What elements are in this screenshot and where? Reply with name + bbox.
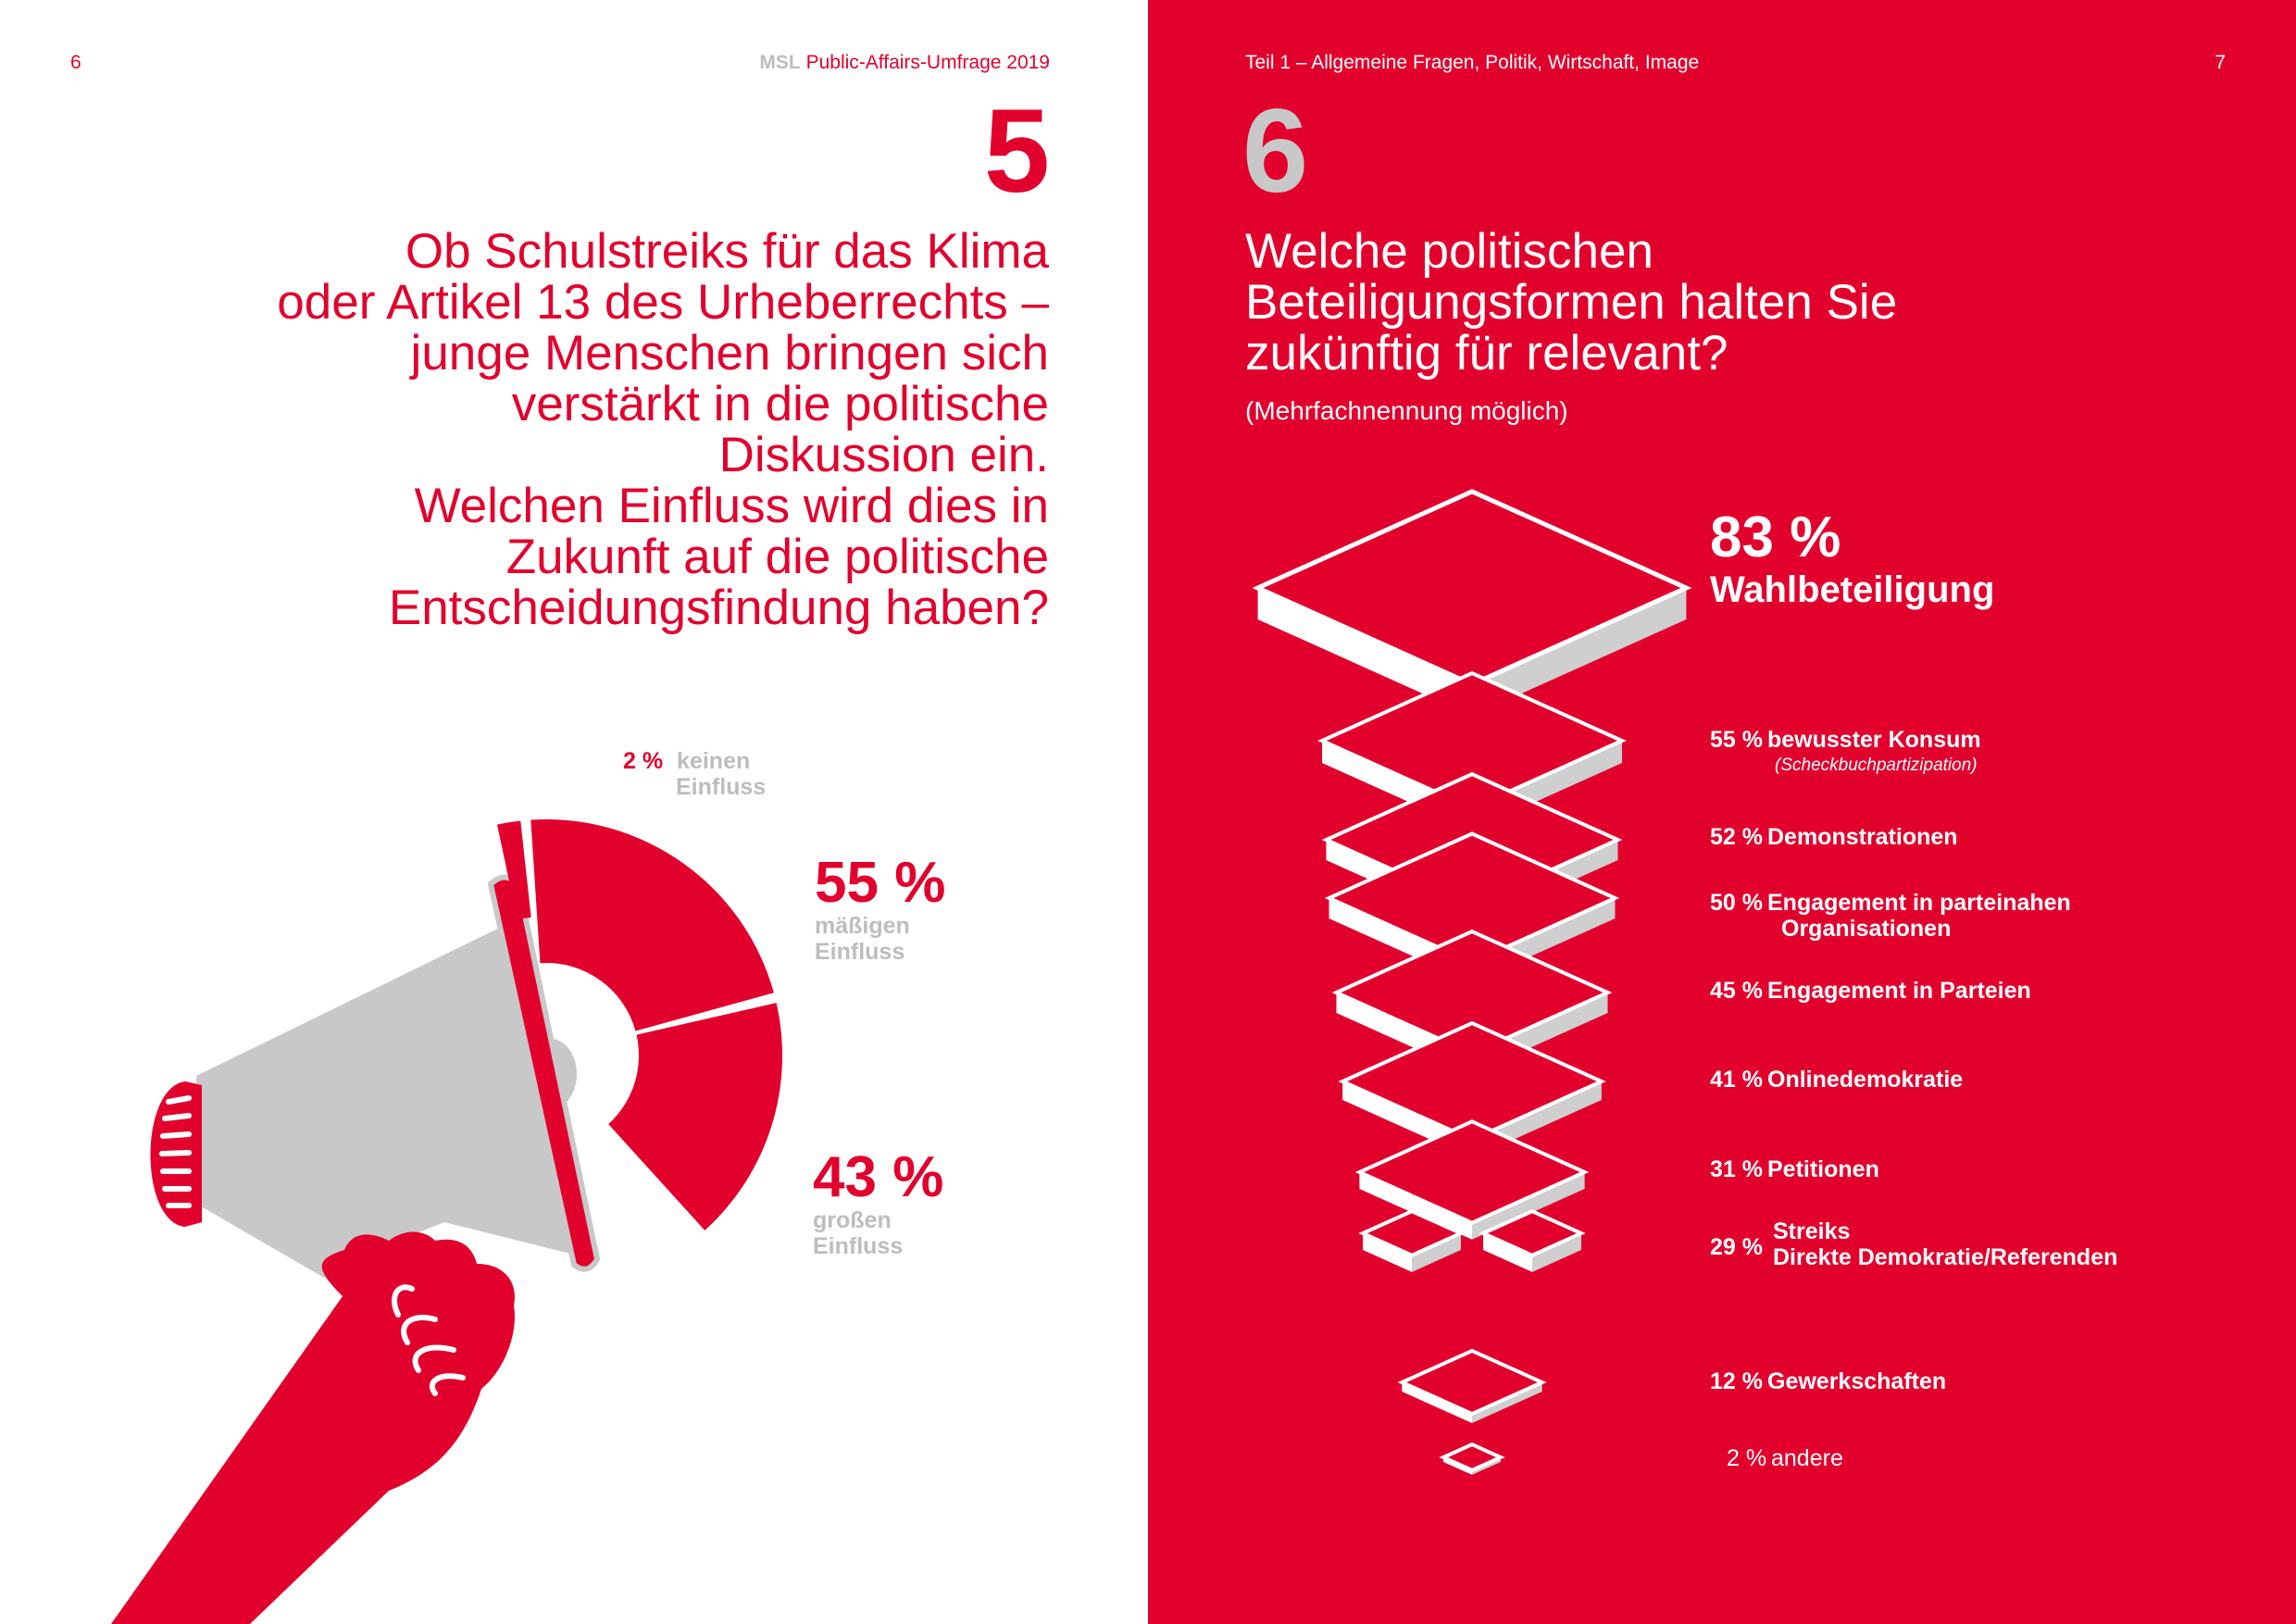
pct-parteinah: 50 % xyxy=(1710,890,1763,916)
stair-label-1: 55 % bewusster Konsum (Scheckbuchpartizip… xyxy=(1710,727,1981,779)
pct-konsum: 55 % xyxy=(1710,727,1763,753)
tile-6-left-face xyxy=(1359,1172,1472,1240)
txt-grossen-1: großen xyxy=(813,1207,892,1233)
stair-label-2: 52 % Demonstrationen xyxy=(1710,824,1958,850)
running-header-right: Teil 1 – Allgemeine Fragen, Politik, Wir… xyxy=(1245,52,1700,73)
pct-andere: 2 % xyxy=(1727,1445,1767,1471)
stair-label-0: 83 % Wahlbeteiligung xyxy=(1710,507,1994,611)
label-maessigen-einfluss: 55 % mäßigen Einfluss xyxy=(815,851,946,966)
question-text-right: Welche politischen Beteiligungsformen ha… xyxy=(1245,226,2171,379)
cat-gewerkschaften: Gewerkschaften xyxy=(1767,1368,1947,1394)
cat-parteinah-1: Engagement in parteinahen xyxy=(1767,890,2071,916)
cat-wahlbeteiligung: Wahlbeteiligung xyxy=(1710,569,1995,610)
tile-9-top-face xyxy=(1439,1442,1505,1473)
tile-7-1-right-face xyxy=(1532,1233,1581,1272)
question-line: Welche politischen xyxy=(1245,224,1653,279)
pct-streiks: 29 % xyxy=(1710,1234,1763,1261)
tile-6-right-face xyxy=(1472,1172,1585,1240)
cat-streiks-2: Direkte Demokratie/Referenden xyxy=(1773,1244,2118,1270)
question-line: verstärkt in die politische xyxy=(511,377,1049,431)
pct-online: 41 % xyxy=(1710,1067,1763,1093)
stair-label-4: 45 % Engagement in Parteien xyxy=(1710,978,2031,1004)
running-header-left: MSL Public-Affairs-Umfrage 2019 xyxy=(759,52,1050,74)
question-number-right: 6 xyxy=(1242,85,1309,218)
label-keinen-einfluss: 2 % keinen Einfluss xyxy=(623,748,766,800)
tile-0-right-face xyxy=(1472,588,1687,717)
megaphone-illustration xyxy=(111,819,782,1624)
pct-keinen: 2 % xyxy=(623,748,664,774)
slice-maessigen xyxy=(530,819,774,1031)
pct-grossen: 43 % xyxy=(813,1145,944,1209)
tile-6-top-face xyxy=(1354,1119,1590,1225)
multiple-answers-note: (Mehrfachnennung möglich) xyxy=(1245,396,1568,425)
cat-parteien: Engagement in Parteien xyxy=(1767,978,2031,1004)
header-title: Public-Affairs-Umfrage 2019 xyxy=(805,52,1050,73)
stair-label-7: 29 % Streiks Direkte Demokratie/Referenden xyxy=(1710,1218,2117,1270)
pct-maessigen: 55 % xyxy=(815,851,946,915)
question-line: Entscheidungsfindung haben? xyxy=(388,581,1049,635)
pct-petitionen: 31 % xyxy=(1710,1156,1763,1182)
header-brand: MSL xyxy=(759,52,801,73)
question-line: Ob Schulstreiks für das Klima xyxy=(405,224,1049,279)
tile-7-0-top-face xyxy=(1358,1208,1466,1258)
page-number-right: 7 xyxy=(2215,52,2226,73)
label-grossen-einfluss: 43 % großen Einfluss xyxy=(813,1145,944,1260)
cat-online: Onlinedemokratie xyxy=(1767,1067,1964,1093)
stair-label-3: 50 % Engagement in parteinahen Organisati… xyxy=(1710,890,2071,942)
tile-7-1-left-face xyxy=(1483,1233,1532,1272)
tile-0-left-face xyxy=(1257,588,1472,717)
cat-parteinah-2: Organisationen xyxy=(1781,916,1952,942)
pct-parteien: 45 % xyxy=(1710,978,1763,1004)
tile-8-left-face xyxy=(1402,1382,1472,1424)
tile-0-top-face xyxy=(1252,489,1692,687)
cat-petitionen: Petitionen xyxy=(1767,1156,1879,1182)
pct-gewerkschaften: 12 % xyxy=(1710,1368,1763,1394)
stair-label-9: 2 % andere xyxy=(1727,1445,1843,1471)
left-page: 6 MSL Public-Affairs-Umfrage 2019 5 Ob S… xyxy=(70,52,1050,1624)
question-line: Welchen Einfluss wird dies in xyxy=(414,479,1049,533)
question-line: oder Artikel 13 des Urheberrechts – xyxy=(277,275,1049,330)
tile-7-1-top-face xyxy=(1479,1208,1586,1258)
slice-grossen xyxy=(608,1003,782,1230)
question-line: junge Menschen bringen sich xyxy=(410,326,1049,381)
question-line: zukünftig für relevant? xyxy=(1245,326,1728,381)
stair-label-8: 12 % Gewerkschaften xyxy=(1710,1368,1946,1394)
tile-7-0-right-face xyxy=(1412,1233,1461,1272)
txt-keinen-1: keinen xyxy=(677,748,751,774)
pct-demonstrationen: 52 % xyxy=(1710,824,1763,850)
cat-demonstrationen: Demonstrationen xyxy=(1767,824,1958,850)
slice-keinen xyxy=(496,820,531,920)
question-number-left: 5 xyxy=(983,85,1050,218)
txt-keinen-2: Einfluss xyxy=(676,774,767,800)
cat-andere: andere xyxy=(1771,1445,1843,1471)
question-line: Beteiligungsformen halten Sie xyxy=(1245,275,1898,330)
question-text-left: Ob Schulstreiks für das Klima oder Artik… xyxy=(142,226,1049,633)
right-page: Teil 1 – Allgemeine Fragen, Politik, Wir… xyxy=(1148,0,2296,1624)
influence-donut xyxy=(496,819,782,1230)
stair-label-5: 41 % Onlinedemokratie xyxy=(1710,1067,1963,1093)
cat-streiks-1: Streiks xyxy=(1773,1218,1851,1244)
stair-label-6: 31 % Petitionen xyxy=(1710,1156,1879,1182)
txt-grossen-2: Einfluss xyxy=(813,1233,904,1259)
question-line: Diskussion ein. xyxy=(718,428,1049,482)
tile-8-right-face xyxy=(1472,1382,1542,1424)
tile-8-top-face xyxy=(1397,1348,1547,1417)
tile-7-0-left-face xyxy=(1363,1233,1412,1272)
sublabel-konsum: (Scheckbuchpartizipation) xyxy=(1775,756,1978,775)
txt-maessigen-2: Einfluss xyxy=(815,939,905,965)
page-number-left: 6 xyxy=(70,52,81,73)
txt-maessigen-1: mäßigen xyxy=(815,913,910,939)
cat-konsum: bewusster Konsum xyxy=(1767,727,1981,753)
pct-wahlbeteiligung: 83 % xyxy=(1710,506,1841,569)
question-line: Zukunft auf die politische xyxy=(505,530,1049,584)
